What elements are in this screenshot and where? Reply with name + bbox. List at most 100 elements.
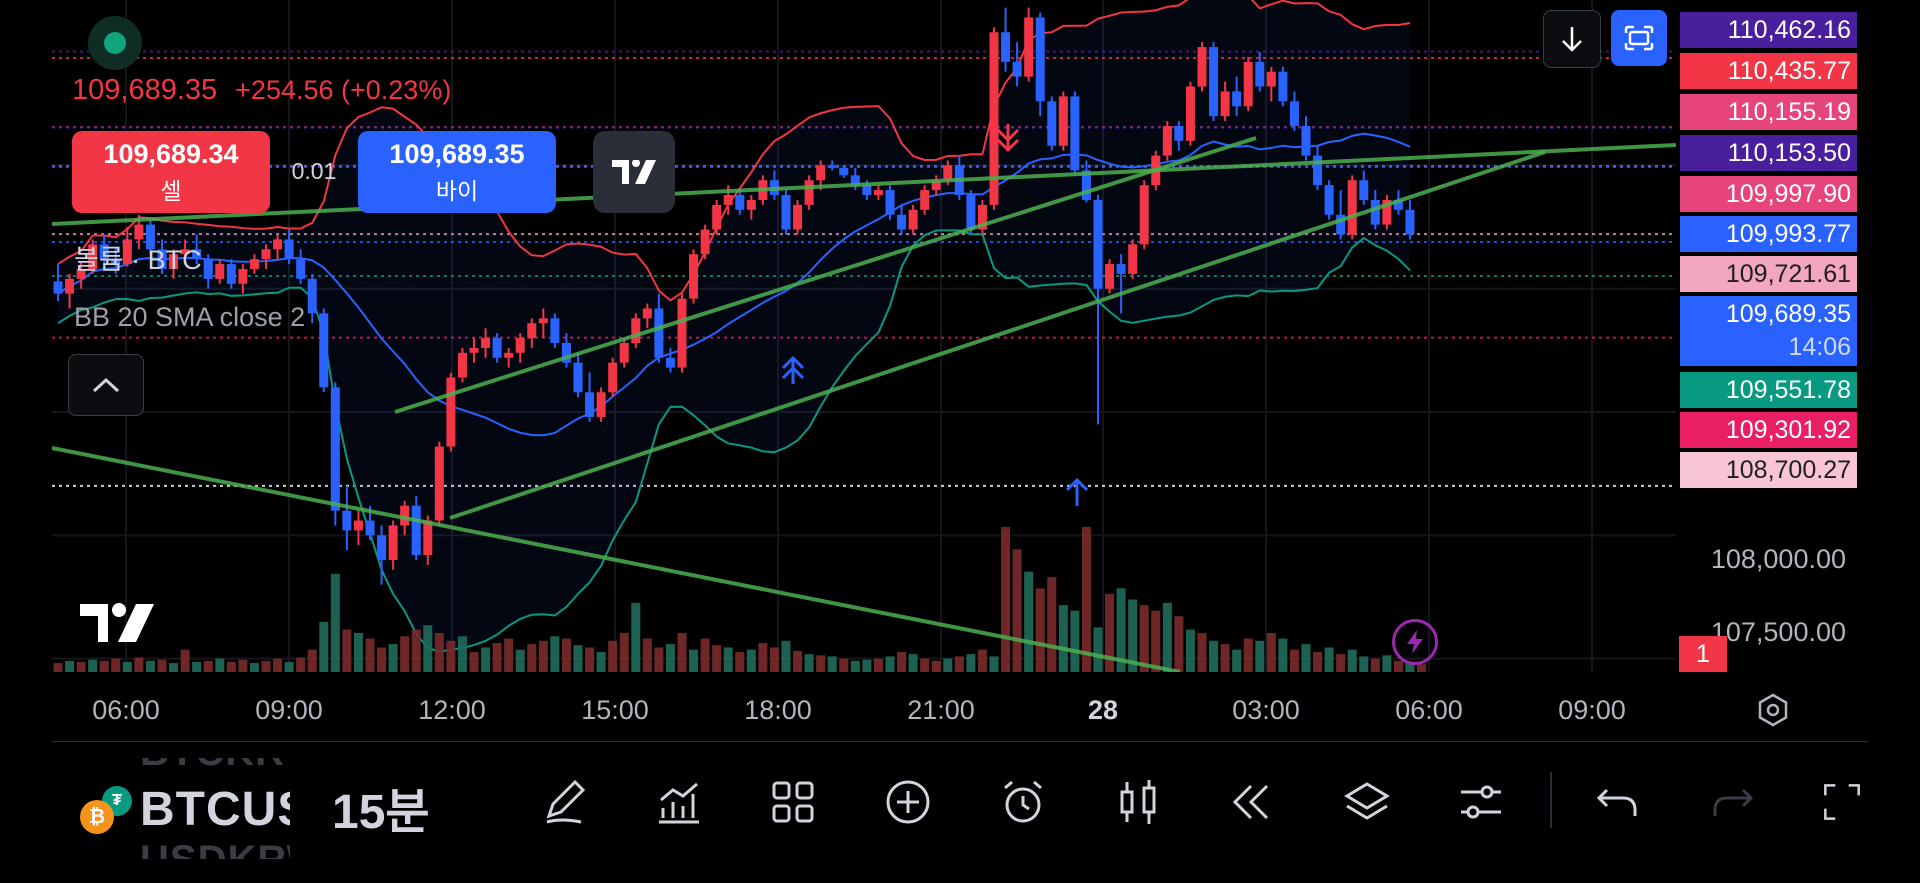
candle xyxy=(1139,180,1149,250)
time-axis-label: 06:00 xyxy=(1395,695,1463,725)
volume-bar xyxy=(954,656,964,672)
trend-line[interactable] xyxy=(449,150,1546,520)
interval-selector[interactable]: 15분 xyxy=(332,786,430,839)
scroll-to-realtime-button[interactable] xyxy=(1543,10,1601,68)
redo-icon xyxy=(1713,788,1754,816)
candle xyxy=(157,239,167,274)
volume-bar xyxy=(111,658,121,672)
volume-bar xyxy=(561,638,571,672)
market-status-icon xyxy=(88,16,142,70)
price-chart[interactable] xyxy=(0,0,1920,861)
time-axis-label: 09:00 xyxy=(1558,695,1626,725)
volume-bar xyxy=(1324,647,1334,672)
candle-body xyxy=(400,505,410,526)
redo-button[interactable] xyxy=(1701,770,1765,834)
toolbar-divider xyxy=(1550,772,1552,828)
candle xyxy=(446,372,456,452)
candle xyxy=(619,338,629,368)
candle-body xyxy=(492,338,502,358)
undo-button[interactable] xyxy=(1585,770,1649,834)
candles-button[interactable] xyxy=(1106,770,1170,834)
candle xyxy=(885,185,895,220)
sell-button[interactable]: 109,689.34 셀 xyxy=(72,131,270,213)
candle-body xyxy=(446,377,456,447)
candle xyxy=(920,185,930,215)
trend-line[interactable] xyxy=(394,136,1257,414)
candle-body xyxy=(65,278,75,294)
pencil-button[interactable] xyxy=(533,770,597,834)
bollinger-legend[interactable]: BB 20 SMA close 2 xyxy=(74,302,306,332)
volume-bar xyxy=(145,660,155,672)
volume-bar xyxy=(122,661,132,672)
candle-body xyxy=(423,520,433,556)
candle-body xyxy=(561,342,571,363)
candle-body xyxy=(180,249,190,255)
trend-line[interactable] xyxy=(52,446,1181,672)
candle xyxy=(1128,239,1138,279)
candle xyxy=(353,510,363,546)
candle xyxy=(1174,121,1184,151)
candle-body xyxy=(1093,199,1103,289)
volume-bar xyxy=(1081,527,1091,672)
volume-bar xyxy=(873,658,883,672)
candle-body xyxy=(88,244,98,269)
layers-button[interactable] xyxy=(1335,770,1399,834)
candle-body xyxy=(793,204,803,230)
volume-bar xyxy=(596,651,606,672)
candle xyxy=(122,227,132,267)
volume-legend[interactable]: 볼륨 · BTC xyxy=(74,245,202,275)
volume-bar xyxy=(469,651,479,672)
replay-button[interactable] xyxy=(1219,770,1283,834)
candle-body xyxy=(608,362,618,393)
candle xyxy=(457,347,467,383)
price-axis-label: 108,000.00 xyxy=(1710,544,1846,574)
trend-line[interactable] xyxy=(52,143,1676,226)
fullscreen-button[interactable] xyxy=(1822,770,1862,834)
candle-body xyxy=(966,195,976,230)
candle-body xyxy=(203,259,213,279)
events-badge[interactable]: 1 xyxy=(1679,636,1727,672)
candle-body xyxy=(781,195,791,230)
volume-bar xyxy=(550,636,560,672)
bitcoin-coin-icon: ₿ xyxy=(80,800,114,834)
volume-bar xyxy=(758,643,768,672)
candle xyxy=(573,352,583,398)
apps-button[interactable] xyxy=(761,770,825,834)
tradingview-logo-button[interactable] xyxy=(593,131,675,213)
plot-area[interactable] xyxy=(52,0,1676,782)
candle-body xyxy=(388,525,398,560)
chart-settings-button[interactable] xyxy=(1753,690,1793,730)
candle xyxy=(1405,199,1415,240)
candle xyxy=(1313,145,1323,191)
candle xyxy=(481,328,491,358)
candle xyxy=(827,160,837,171)
buy-button[interactable]: 109,689.35 바이 xyxy=(358,131,556,213)
sliders-button[interactable] xyxy=(1449,770,1513,834)
candle xyxy=(839,165,849,178)
plus-circle-button[interactable] xyxy=(876,770,940,834)
flash-icon[interactable] xyxy=(1392,619,1438,665)
candle xyxy=(249,254,259,274)
volume-bar xyxy=(1012,549,1022,672)
candle-body xyxy=(677,298,687,368)
candle-body xyxy=(1185,86,1195,141)
candle xyxy=(111,246,121,274)
volume-bar xyxy=(434,632,444,672)
indicators-button[interactable] xyxy=(647,770,711,834)
volume-bar xyxy=(1232,649,1242,672)
candle-body xyxy=(226,264,236,284)
candle xyxy=(1024,7,1034,82)
layout-button[interactable] xyxy=(1611,10,1667,66)
candle xyxy=(238,264,248,294)
candle-body xyxy=(1139,185,1149,245)
alarm-button[interactable] xyxy=(991,770,1055,834)
volume-bar xyxy=(1255,640,1265,672)
collapse-legend-button[interactable] xyxy=(68,354,144,416)
arrow-down-icon xyxy=(1562,27,1582,52)
sell-signal-arrow xyxy=(996,124,1020,153)
current-price-value: 109,689.35 xyxy=(1725,300,1851,328)
candle-body xyxy=(689,254,699,299)
candle-body xyxy=(712,204,722,230)
time-axis-label: 06:00 xyxy=(92,695,160,725)
volume-bar xyxy=(238,659,248,672)
